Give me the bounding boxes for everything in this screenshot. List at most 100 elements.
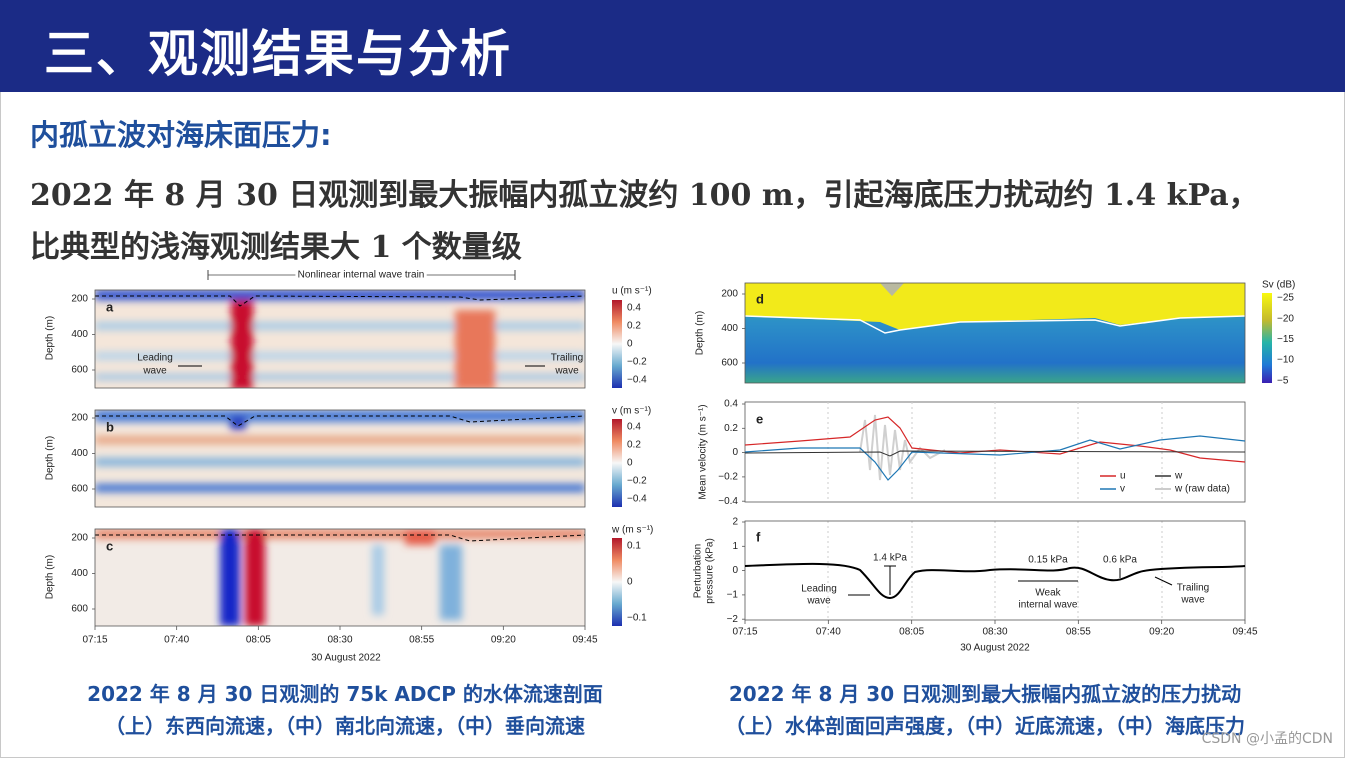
y-tick-label: 400 (71, 448, 88, 459)
y-tick-label: 0 (732, 447, 738, 458)
y-tick-label: 400 (71, 568, 88, 579)
annotation: wave (142, 366, 167, 377)
colorbar-title: Sv (dB) (1262, 280, 1295, 291)
y-tick-label: 0 (732, 565, 738, 576)
heatmap-blob (220, 529, 240, 626)
panel-label: a (106, 299, 114, 314)
colorbar (1262, 293, 1272, 383)
heatmap-blob (405, 529, 435, 545)
colorbar-tick-label: 0.2 (627, 440, 641, 451)
heatmap-band (95, 529, 585, 539)
colorbar-title: v (m s⁻¹) (612, 406, 651, 417)
caption-line: 2022 年 8 月 30 日观测到最大振幅内孤立波的压力扰动 (728, 682, 1242, 706)
dashed-line (95, 295, 585, 307)
v-line (744, 435, 1246, 481)
x-axis-label: 30 August 2022 (960, 643, 1030, 654)
x-tick-label: 09:45 (1232, 627, 1257, 638)
header-bar: 三、观测结果与分析 (0, 0, 1345, 92)
annotation: wave (806, 596, 831, 607)
y-axis-label: Depth (m) (45, 316, 56, 360)
y-axis-label: Depth (m) (45, 436, 56, 480)
panel-label: c (106, 538, 113, 553)
colorbar-tick-label: −0.2 (627, 357, 647, 368)
annotation: 0.6 kPa (1103, 555, 1137, 566)
heatmap-bg (95, 529, 585, 626)
panel-label: d (756, 291, 764, 306)
header-title: 三、观测结果与分析 (44, 25, 512, 83)
y-tick-label: 1 (732, 541, 738, 552)
body-line: 比典型的浅海观测结果大 1 个数量级 (30, 230, 522, 265)
annotation: Nonlinear internal wave train (298, 270, 425, 281)
heatmap-blob (245, 529, 265, 626)
annotation: Trailing (1177, 583, 1209, 594)
colorbar (612, 538, 622, 626)
colorbar-tick-label: 0.4 (627, 303, 641, 314)
heatmap-w (95, 529, 585, 626)
x-tick-label: 09:45 (572, 635, 597, 646)
heatmap-blob (455, 310, 495, 388)
heatmap-v (95, 410, 585, 507)
y-tick-label: 200 (71, 413, 88, 424)
colorbar-title: w (m s⁻¹) (611, 525, 653, 536)
y-tick-label: 400 (71, 329, 88, 340)
legend-label: v (1120, 484, 1125, 495)
colorbar-tick-label: 0.1 (627, 541, 641, 552)
legend-label: w (1174, 471, 1183, 482)
annotation: Weak (1035, 588, 1061, 599)
colorbar-tick-label: −15 (1277, 334, 1294, 345)
legend-label: u (1120, 471, 1126, 482)
annotation: Trailing (551, 353, 583, 364)
y-tick-label: 200 (721, 289, 738, 300)
watermark: CSDN @小孟的CDN (1201, 731, 1333, 747)
heatmap-band (95, 374, 585, 380)
colorbar-tick-label: −0.2 (627, 476, 647, 487)
heatmap-bg (95, 290, 585, 388)
colorbar-tick-label: 0 (627, 339, 633, 350)
y-tick-label: 600 (71, 365, 88, 376)
colorbar-tick-label: −0.4 (627, 375, 647, 386)
y-tick-label: −1 (727, 590, 739, 601)
dashed-line (95, 415, 585, 427)
panel-label: e (756, 411, 763, 426)
heatmap-band (95, 410, 585, 422)
y-tick-label: −2 (727, 614, 739, 625)
colorbar-tick-label: −25 (1277, 293, 1294, 304)
heatmap-band (95, 436, 585, 444)
y-tick-label: 0.2 (724, 423, 738, 434)
annotation: Leading (137, 353, 173, 364)
y-axis-label: Mean velocity (m s⁻¹) (698, 404, 709, 499)
heatmap-band (95, 322, 585, 330)
colorbar (612, 300, 622, 388)
heatmap-blob (880, 283, 904, 296)
x-tick-label: 08:30 (327, 635, 352, 646)
heatmap-blob (440, 545, 462, 620)
annotation: wave (1180, 595, 1205, 606)
heatmap-blob (230, 416, 246, 430)
y-tick-label: 600 (71, 604, 88, 615)
axis-frame (94, 289, 586, 389)
axis-frame (744, 282, 1246, 384)
heatmap-surface (745, 283, 1245, 330)
y-tick-label: −0.4 (718, 496, 738, 507)
caption-line: （上）东西向流速，（中）南北向流速，（中）垂向流速 (105, 714, 585, 738)
annotation: internal wave (1019, 600, 1078, 611)
x-tick-label: 07:40 (164, 635, 189, 646)
colorbar-tick-label: −10 (1277, 355, 1294, 366)
y-axis-label: pressure (kPa) (705, 538, 716, 604)
x-tick-label: 08:55 (409, 635, 434, 646)
x-tick-label: 08:05 (899, 627, 924, 638)
y-axis-label: Depth (m) (695, 311, 706, 355)
annotation: 0.15 kPa (1028, 555, 1068, 566)
heatmap-band (95, 458, 585, 466)
colorbar-tick-label: 0 (627, 458, 633, 469)
colorbar (612, 419, 622, 507)
legend-label: w (raw data) (1174, 484, 1230, 495)
x-tick-label: 07:15 (82, 635, 107, 646)
x-tick-label: 07:15 (732, 627, 757, 638)
panel-label: f (756, 529, 761, 544)
annotation-arrow (1154, 576, 1173, 586)
colorbar-tick-label: 0.4 (627, 422, 641, 433)
y-tick-label: 200 (71, 533, 88, 544)
